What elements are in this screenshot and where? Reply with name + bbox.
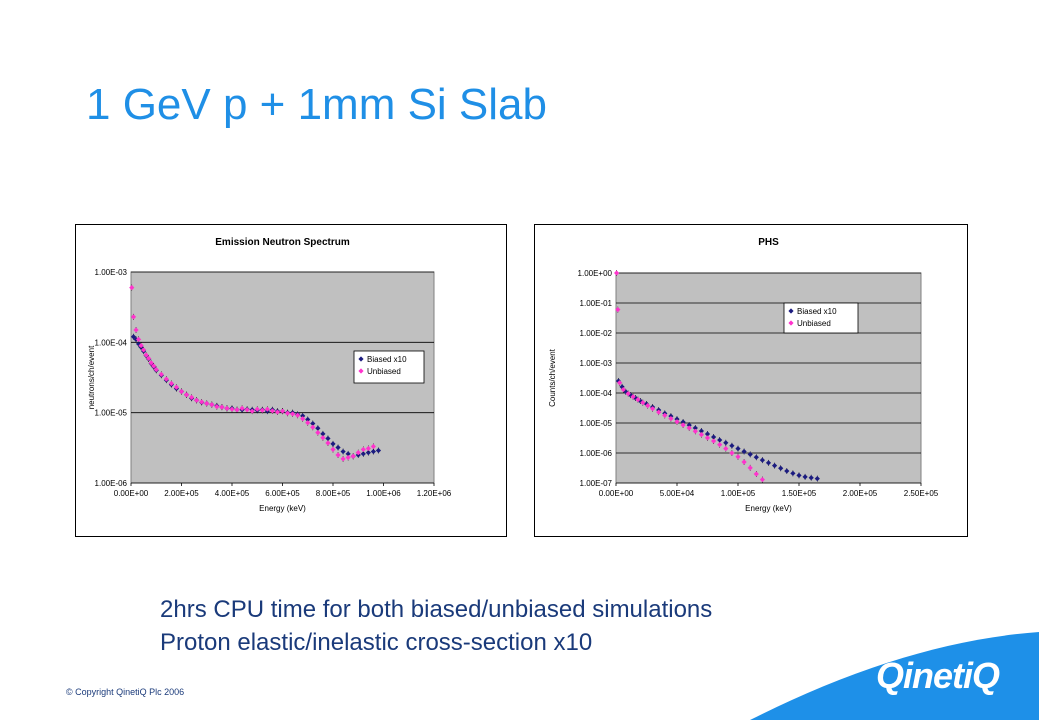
point-unbiased xyxy=(146,355,152,362)
point-biased xyxy=(340,448,346,455)
legend-label: Biased x10 xyxy=(797,307,837,316)
legend-box xyxy=(783,302,859,334)
point-biased xyxy=(130,334,137,340)
slide-title: 1 GeV p + 1mm Si Slab xyxy=(86,80,547,129)
y-tick-label: 1.00E-07 xyxy=(580,479,613,488)
point-biased xyxy=(814,476,820,482)
point-biased xyxy=(735,446,741,452)
x-tick-label: 8.00E+05 xyxy=(316,489,351,498)
point-biased xyxy=(325,435,331,442)
chart-svg-0: Emission Neutron Spectrum 1.00E-06 1.00E-0… xyxy=(87,237,452,513)
point-unbiased xyxy=(163,376,169,382)
chart-emission-neutron-spectrum: Emission Neutron Spectrum 1.00E-06 1.00E-0… xyxy=(75,224,507,537)
point-biased xyxy=(370,448,376,455)
point-unbiased xyxy=(129,285,135,291)
legend-label: Biased x10 xyxy=(367,355,407,364)
point-unbiased xyxy=(729,450,735,456)
x-axis-label: Energy (keV) xyxy=(259,504,306,513)
point-unbiased xyxy=(234,407,240,413)
point-biased xyxy=(365,450,371,456)
plot-area xyxy=(615,272,922,484)
x-tick-label: 5.00E+04 xyxy=(660,489,695,498)
chart-phs: PHS 1.00E-07 1.00E-06 1.00E-05 1.00E-04 1.00E… xyxy=(534,224,968,537)
point-unbiased xyxy=(259,407,265,413)
point-unbiased xyxy=(340,456,346,462)
bullet-cross-section: Proton elastic/inelastic cross-section x… xyxy=(160,629,593,656)
point-unbiased xyxy=(350,453,356,459)
point-unbiased xyxy=(239,405,245,411)
y-axis-label: Counts/ch/event xyxy=(548,348,557,407)
bullet-cpu-time: 2hrs CPU time for both biased/unbiased s… xyxy=(160,596,713,623)
legend-label: Unbiased xyxy=(367,367,401,376)
legend-box xyxy=(353,350,425,384)
point-unbiased xyxy=(284,410,291,416)
bullet-list: 2hrs CPU time for both biased/unbiased s… xyxy=(160,593,712,659)
point-unbiased xyxy=(224,405,230,411)
point-biased xyxy=(335,444,341,451)
x-tick-label: 1.50E+05 xyxy=(782,489,817,498)
point-unbiased xyxy=(209,402,215,408)
point-biased xyxy=(802,474,808,480)
x-axis-label: Energy (keV) xyxy=(745,504,792,513)
y-tick-label: 1.00E-04 xyxy=(580,389,613,398)
point-unbiased xyxy=(219,404,225,410)
qinetiq-logo: QinetiQ xyxy=(876,655,1000,696)
x-tick-label: 1.20E+06 xyxy=(417,489,452,498)
y-tick-label: 1.00E-04 xyxy=(95,338,128,347)
copyright-text: © Copyright QinetiQ Plc 2006 xyxy=(66,687,185,697)
point-unbiased xyxy=(153,366,159,373)
point-biased xyxy=(360,451,366,457)
y-tick-label: 1.00E+00 xyxy=(578,269,613,278)
legend-marker xyxy=(788,320,794,326)
point-unbiased xyxy=(244,407,250,413)
y-tick-label: 1.00E-03 xyxy=(95,268,128,277)
x-tick-label: 1.00E+05 xyxy=(721,489,756,498)
point-unbiased xyxy=(141,347,147,353)
point-unbiased xyxy=(279,408,286,414)
point-unbiased xyxy=(305,420,311,426)
y-tick-label: 1.00E-05 xyxy=(580,419,613,428)
point-unbiased xyxy=(365,445,371,452)
x-tick-label: 0.00E+00 xyxy=(599,489,634,498)
y-tick-label: 1.00E-01 xyxy=(580,299,613,308)
x-tick-label: 2.00E+05 xyxy=(843,489,878,498)
point-unbiased xyxy=(135,336,142,343)
y-tick-label: 1.00E-03 xyxy=(580,359,613,368)
chart-title: PHS xyxy=(758,237,779,248)
point-unbiased xyxy=(143,352,149,358)
point-unbiased xyxy=(630,394,636,400)
point-unbiased xyxy=(173,384,180,390)
x-tick-label: 2.50E+05 xyxy=(904,489,939,498)
legend-marker xyxy=(358,368,364,374)
x-tick-label: 4.00E+05 xyxy=(215,489,250,498)
y-tick-label: 1.00E-06 xyxy=(95,479,128,488)
point-unbiased xyxy=(614,270,620,276)
x-tick-label: 0.00E+00 xyxy=(114,489,149,498)
legend-label: Unbiased xyxy=(797,319,831,328)
chart-title: Emission Neutron Spectrum xyxy=(215,237,350,248)
point-unbiased xyxy=(735,454,741,460)
y-tick-label: 1.00E-05 xyxy=(95,409,128,418)
y-tick-label: 1.00E-06 xyxy=(580,449,613,458)
point-biased xyxy=(345,451,351,457)
chart-svg-1: PHS 1.00E-07 1.00E-06 1.00E-05 1.00E-04 1.00E… xyxy=(548,237,939,513)
legend-marker xyxy=(788,308,794,314)
x-tick-label: 6.00E+05 xyxy=(265,489,300,498)
point-biased xyxy=(305,416,311,423)
point-unbiased xyxy=(168,380,174,387)
point-unbiased xyxy=(345,454,351,461)
point-unbiased xyxy=(370,443,376,450)
y-tick-label: 1.00E-02 xyxy=(580,329,613,338)
point-unbiased xyxy=(189,394,195,400)
legend-marker xyxy=(358,356,364,362)
x-tick-label: 2.00E+05 xyxy=(164,489,199,498)
x-tick-label: 1.00E+06 xyxy=(366,489,401,498)
y-axis-label: neutrons/ch/event xyxy=(87,345,96,409)
